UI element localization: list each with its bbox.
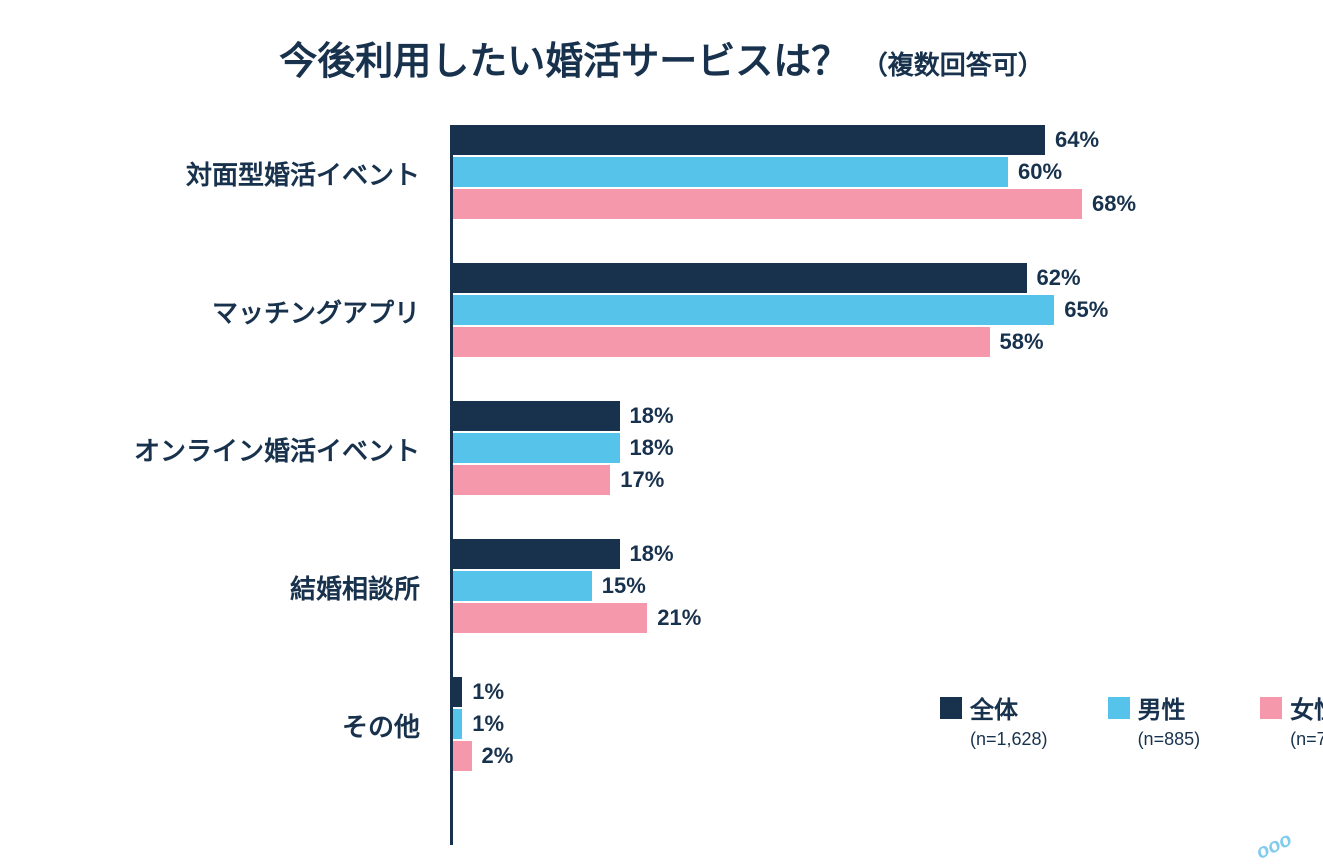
bar-value-label: 62% [1037,265,1081,291]
bar-row: 1% [453,677,513,707]
category-label: マッチングアプリ [120,293,440,330]
bar-row: 17% [453,465,674,495]
bar-row: 68% [453,189,1136,219]
category-group: 対面型婚活イベント 64% 60% 68% [120,125,1220,221]
chart-area: 対面型婚活イベント 64% 60% 68% マッチングアプリ 62% 65% 58% オンライン… [120,125,1220,773]
title-sub: （複数回答可） [862,50,1044,80]
bar-value-label: 17% [620,467,664,493]
legend: 全体 (n=1,628) 男性 (n=885) 女性 (n=743) [940,690,1323,750]
bar-male [453,433,620,463]
bar-male [453,295,1054,325]
bar-row: 64% [453,125,1136,155]
category-label: 結婚相談所 [120,569,440,606]
bar-value-label: 60% [1018,159,1062,185]
bar-row: 62% [453,263,1108,293]
bar-row: 1% [453,709,513,739]
legend-n: (n=885) [1138,729,1201,750]
category-bars: 64% 60% 68% [453,125,1136,221]
bar-female [453,327,990,357]
bar-row: 60% [453,157,1136,187]
bar-value-label: 18% [630,541,674,567]
legend-top: 全体 [940,690,1048,725]
chart-title: 今後利用したい婚活サービスは？ （複数回答可） [0,30,1323,85]
legend-label: 男性 [1138,690,1186,725]
category-group: オンライン婚活イベント 18% 18% 17% [120,401,1220,497]
bar-row: 21% [453,603,701,633]
bar-all [453,677,462,707]
legend-label: 全体 [970,690,1018,725]
legend-swatch [1108,697,1130,719]
category-group: 結婚相談所 18% 15% 21% [120,539,1220,635]
category-bars: 18% 18% 17% [453,401,674,497]
bar-all [453,125,1045,155]
category-label: その他 [120,707,440,744]
bar-row: 18% [453,539,701,569]
bar-male [453,157,1008,187]
bar-female [453,603,647,633]
bar-value-label: 15% [602,573,646,599]
category-label: オンライン婚活イベント [120,431,440,468]
bar-male [453,709,462,739]
bar-value-label: 64% [1055,127,1099,153]
bar-value-label: 58% [1000,329,1044,355]
legend-top: 女性 [1260,690,1323,725]
bar-value-label: 18% [630,435,674,461]
category-bars: 1% 1% 2% [453,677,513,773]
bar-row: 2% [453,741,513,771]
bar-value-label: 68% [1092,191,1136,217]
bar-all [453,539,620,569]
legend-n: (n=1,628) [970,729,1048,750]
bar-value-label: 1% [472,711,504,737]
legend-item-female: 女性 (n=743) [1260,690,1323,750]
bar-value-label: 65% [1064,297,1108,323]
watermark: ooo [1253,828,1296,864]
legend-label: 女性 [1290,690,1323,725]
bar-row: 18% [453,401,674,431]
bar-female [453,189,1082,219]
bar-row: 15% [453,571,701,601]
category-bars: 18% 15% 21% [453,539,701,635]
legend-swatch [1260,697,1282,719]
bar-value-label: 1% [472,679,504,705]
legend-item-all: 全体 (n=1,628) [940,690,1048,750]
category-bars: 62% 65% 58% [453,263,1108,359]
bar-row: 65% [453,295,1108,325]
bar-row: 58% [453,327,1108,357]
bar-all [453,401,620,431]
bar-female [453,741,472,771]
bar-all [453,263,1027,293]
bar-female [453,465,610,495]
legend-swatch [940,697,962,719]
bar-male [453,571,592,601]
category-group: マッチングアプリ 62% 65% 58% [120,263,1220,359]
bar-row: 18% [453,433,674,463]
title-main: 今後利用したい婚活サービスは？ [279,41,849,83]
category-label: 対面型婚活イベント [120,155,440,192]
bar-value-label: 2% [482,743,514,769]
bar-value-label: 21% [657,605,701,631]
legend-top: 男性 [1108,690,1201,725]
legend-item-male: 男性 (n=885) [1108,690,1201,750]
legend-n: (n=743) [1290,729,1323,750]
bar-value-label: 18% [630,403,674,429]
